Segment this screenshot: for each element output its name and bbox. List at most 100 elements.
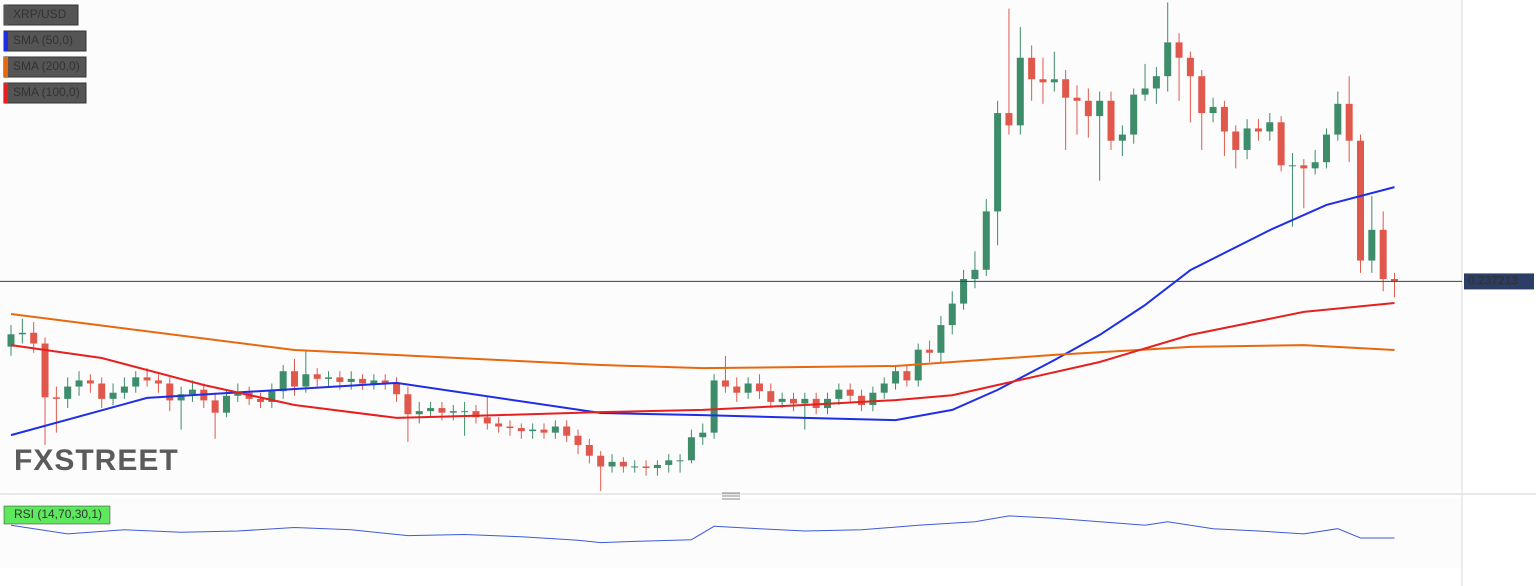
candle-body — [483, 417, 491, 424]
legend-box — [3, 505, 111, 525]
candle-body — [7, 334, 15, 347]
drag-handle[interactable] — [722, 492, 740, 500]
candle-body — [585, 444, 593, 456]
candle-body — [1107, 100, 1115, 141]
candle-body — [359, 378, 367, 384]
candle-body — [1186, 57, 1194, 77]
candle-body — [120, 386, 128, 393]
candle-body — [710, 380, 718, 433]
candle-body — [1345, 103, 1353, 141]
candle-body — [1379, 229, 1387, 280]
candle-body — [52, 397, 60, 399]
candle-body — [778, 398, 786, 402]
legend-swatch — [4, 83, 8, 103]
legend-item[interactable]: SMA (50,0) — [3, 30, 87, 52]
candle-body — [755, 383, 763, 392]
candle-body — [109, 392, 117, 399]
legend-swatch — [4, 31, 8, 51]
candle-body — [381, 380, 389, 384]
candle-body — [1164, 42, 1172, 77]
candle-body — [948, 303, 956, 326]
candle-body — [291, 371, 299, 387]
candle-body — [1209, 106, 1217, 114]
candle-body — [461, 411, 469, 413]
candle-body — [1130, 94, 1138, 135]
legend-item[interactable]: SMA (200,0) — [3, 56, 87, 78]
candle-body — [676, 460, 684, 462]
candle-body — [880, 383, 888, 393]
candle-body — [506, 426, 514, 429]
legend-label: RSI (14,70,30,1) — [14, 507, 102, 521]
sma-line — [10, 302, 1395, 419]
candle-body — [268, 391, 276, 402]
rsi-line — [10, 515, 1395, 544]
candle-body — [256, 398, 264, 402]
candle-body — [789, 398, 797, 404]
candle-body — [1198, 76, 1206, 114]
candle-body — [1096, 100, 1104, 117]
candle-body — [1357, 140, 1365, 261]
candle-body — [858, 395, 866, 405]
candle-body — [302, 374, 310, 387]
legend: XRP/USD SMA (50,0) SMA (200,0) SMA (100,0) — [3, 4, 87, 104]
candle-body — [960, 279, 968, 304]
candle-body — [1118, 134, 1126, 141]
sma-line — [10, 186, 1395, 437]
candle-body — [325, 377, 333, 379]
candle-body — [1277, 122, 1285, 166]
candle-body — [1084, 100, 1092, 117]
candle-body — [563, 426, 571, 436]
candle-body — [1300, 165, 1308, 169]
candle-body — [926, 349, 934, 353]
legend-label: SMA (50,0) — [13, 33, 73, 47]
candle-body — [1016, 57, 1024, 126]
legend-item[interactable]: SMA (100,0) — [3, 82, 87, 104]
candle-body — [642, 466, 650, 468]
rsi-plot-bg — [0, 498, 1462, 568]
candle-body — [1062, 79, 1070, 98]
candle-body — [529, 429, 537, 432]
candle-body — [438, 408, 446, 413]
candle-body — [86, 380, 94, 384]
candle-body — [143, 377, 151, 381]
candle-body — [1232, 131, 1240, 150]
candle-body — [404, 394, 412, 415]
candle-body — [801, 398, 809, 404]
candle-body — [835, 389, 843, 399]
price-label: 0.237213 — [1468, 274, 1518, 288]
candle-body — [687, 437, 695, 461]
candle-body — [313, 374, 321, 379]
candle-body — [1243, 128, 1251, 150]
candle-body — [551, 426, 559, 433]
candle-body — [472, 411, 480, 418]
watermark: FXSTREET — [14, 444, 179, 477]
candle-body — [393, 383, 401, 395]
candle-body — [892, 371, 900, 384]
candle-body — [1334, 103, 1342, 135]
candle-body — [188, 389, 196, 395]
candle-body — [98, 383, 106, 399]
axes: 0.237213 — [1464, 273, 1534, 290]
candle-body — [234, 392, 242, 396]
candle-body — [30, 332, 38, 344]
lines — [0, 186, 1462, 437]
candle-body — [1152, 76, 1160, 89]
candles — [7, 2, 1399, 492]
candle-body — [449, 411, 457, 413]
sma-line — [10, 313, 1395, 370]
candle-body — [1266, 122, 1274, 132]
candle-body — [370, 380, 378, 384]
candle-body — [495, 423, 503, 427]
candle-body — [427, 408, 435, 412]
candle-body — [767, 391, 775, 402]
legend-item[interactable]: XRP/USD — [3, 4, 79, 26]
candle-body — [1311, 162, 1319, 169]
candle-body — [971, 269, 979, 280]
candle-body — [1005, 113, 1013, 126]
legend-label: XRP/USD — [13, 7, 67, 21]
candle-body — [1141, 88, 1149, 95]
candle-body — [665, 460, 673, 465]
candle-body — [699, 432, 707, 438]
candle-body — [41, 343, 49, 398]
